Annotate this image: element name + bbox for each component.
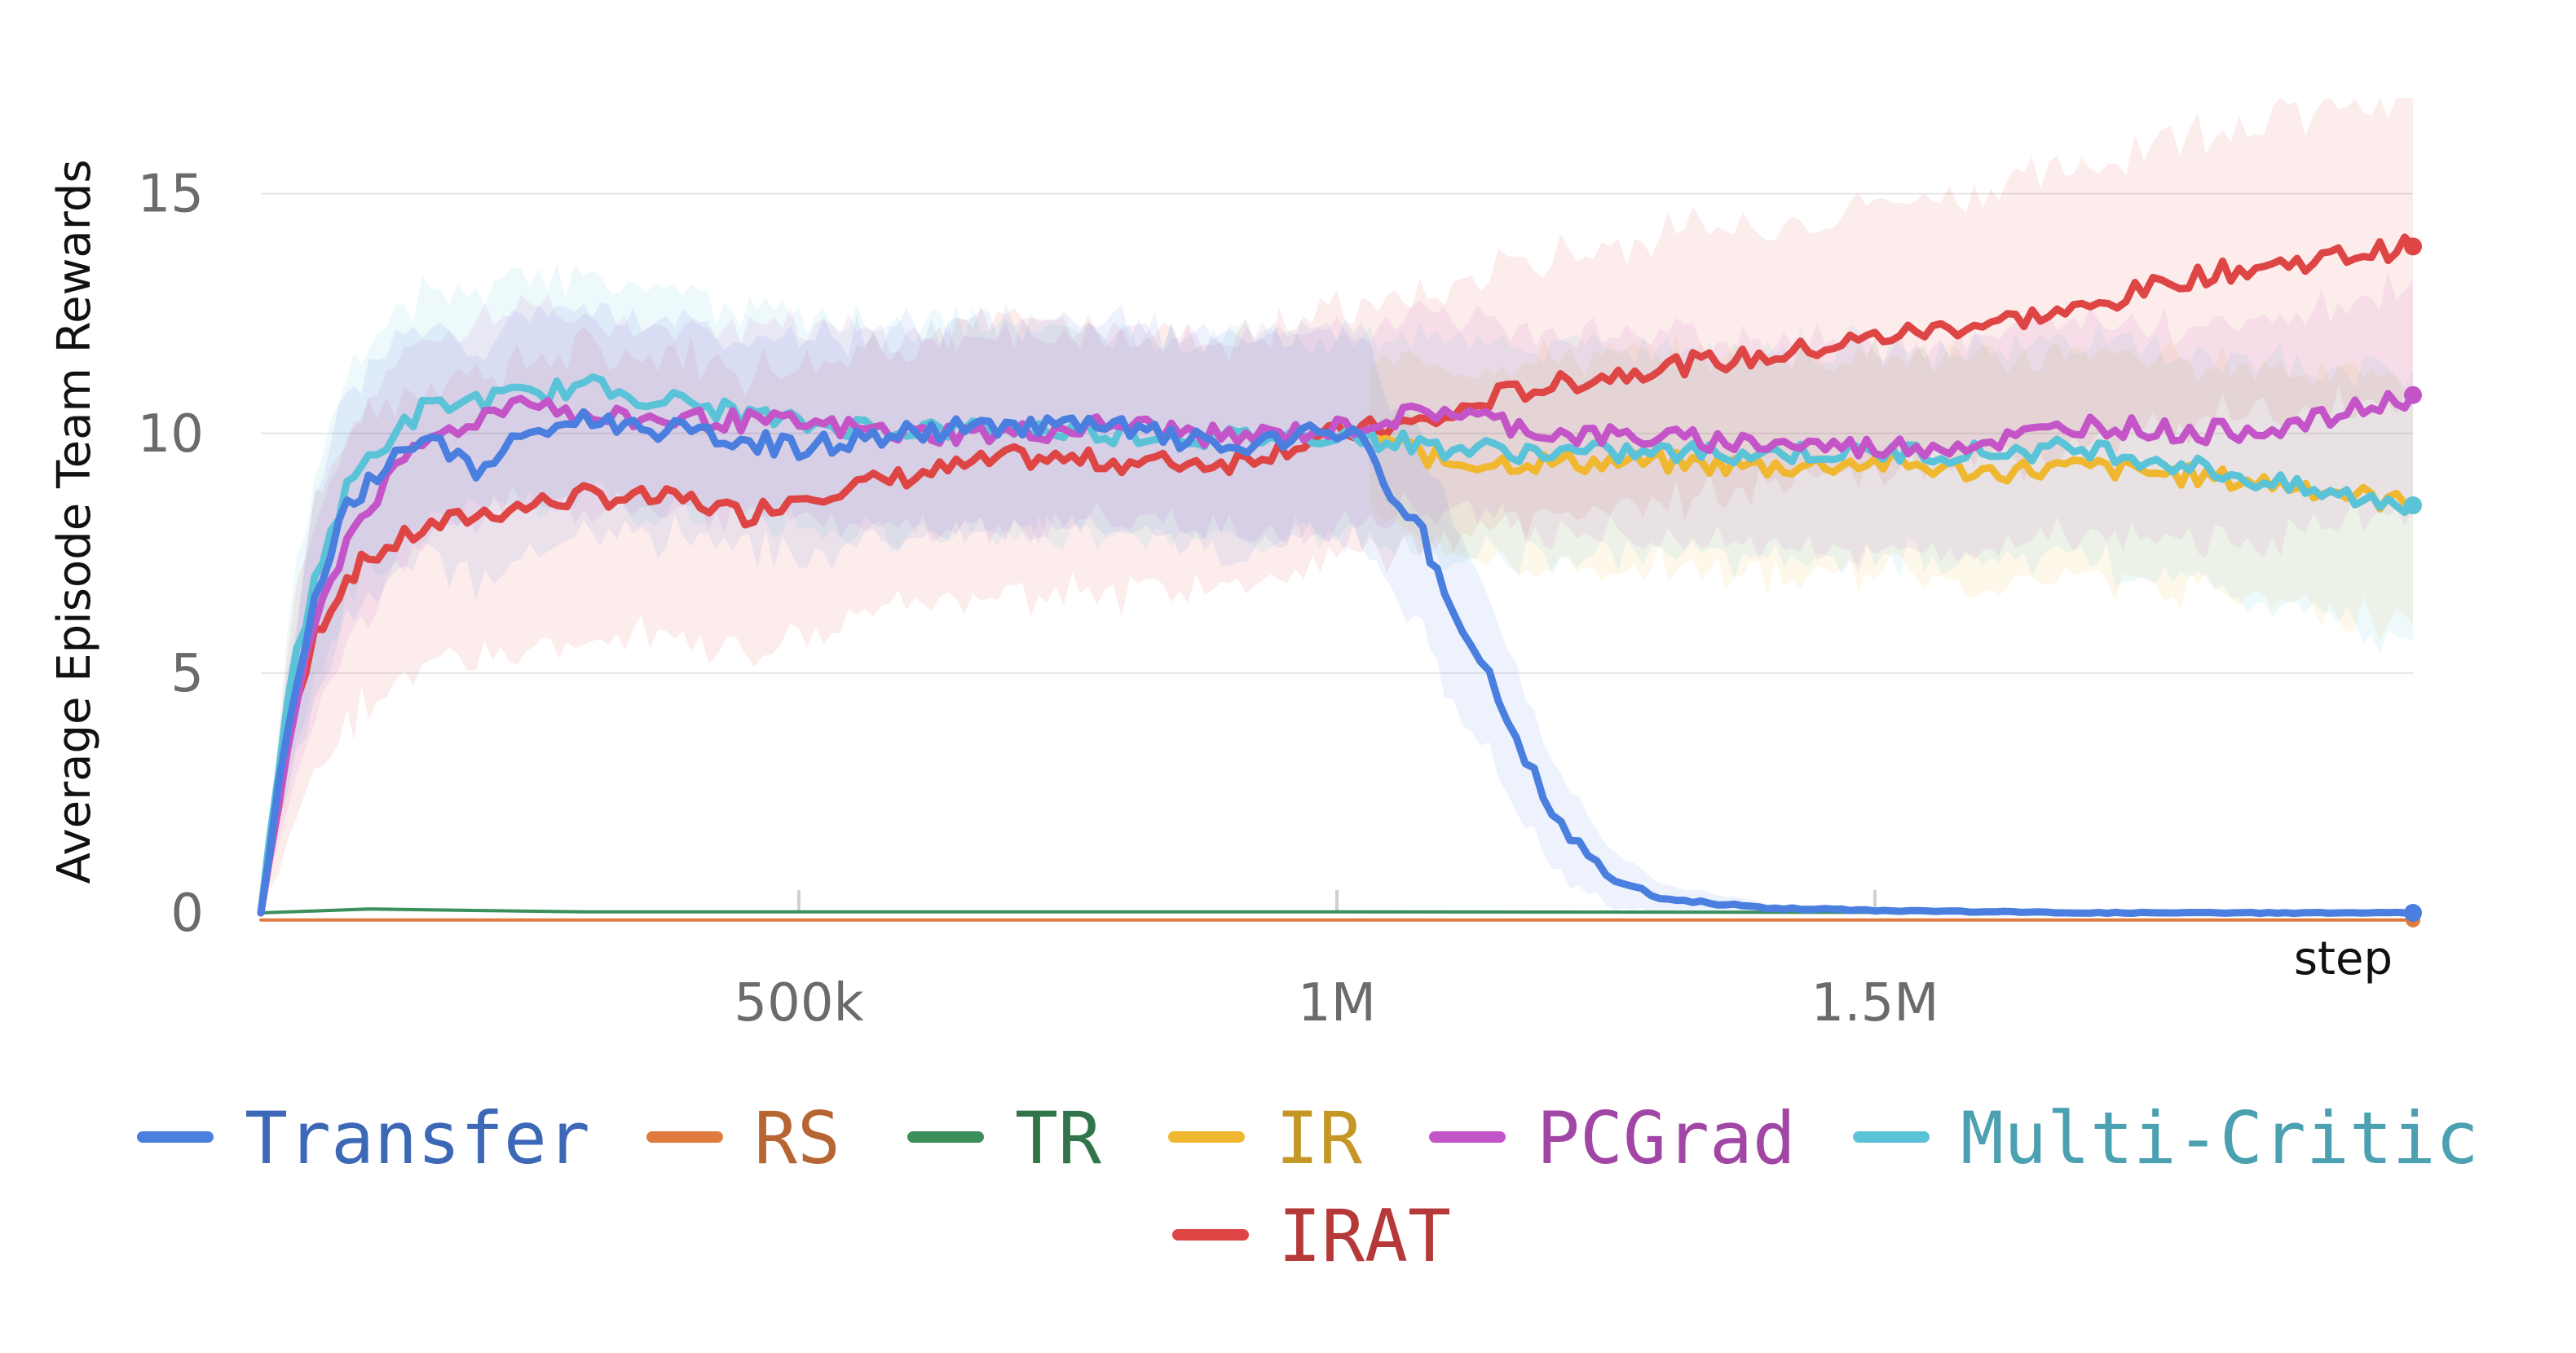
y-tick-label: 5 (170, 644, 204, 704)
series-end-point-transfer (2404, 904, 2422, 922)
legend-item-tr: TR (907, 1096, 1101, 1180)
legend: Transfer RS TR IR PCGrad Multi-Critic IRAT (137, 1096, 2479, 1278)
legend-label: IRAT (1278, 1194, 1451, 1278)
band-ir (1369, 333, 2413, 641)
series-line-tr (259, 907, 2415, 914)
band-pcgrad (261, 271, 2413, 914)
series-end-point-pcgrad (2404, 386, 2422, 404)
x-axis-title: step (2294, 932, 2393, 985)
x-tick-label: 500k (734, 973, 863, 1033)
y-axis-title: Average Episode Team Rewards (48, 159, 101, 884)
legend-item-multi-critic: Multi-Critic (1853, 1096, 2479, 1180)
x-axis-ticks: 500k 1M 1.5M (734, 973, 1939, 1033)
series-line-pcgrad (257, 390, 2417, 917)
y-tick-label: 10 (138, 404, 204, 465)
legend-label: TR (1015, 1096, 1101, 1180)
confidence-bands (261, 98, 2413, 914)
legend-label: PCGrad (1537, 1096, 1796, 1180)
legend-item-pcgrad: PCGrad (1429, 1096, 1796, 1180)
legend-label: Multi-Critic (1961, 1096, 2479, 1180)
series-lines (257, 233, 2422, 928)
series-end-point-multi-critic (2404, 496, 2422, 514)
y-tick-label: 15 (138, 165, 204, 225)
legend-item-ir: IR (1168, 1096, 1362, 1180)
legend-label: RS (754, 1096, 840, 1180)
x-tick-label: 1M (1298, 973, 1376, 1033)
legend-item-rs: RS (646, 1096, 840, 1180)
y-axis-ticks: 0 5 10 15 (138, 165, 204, 944)
series-end-point-irat (2404, 237, 2422, 256)
legend-label: IR (1276, 1096, 1362, 1180)
x-tick-label: 1.5M (1811, 973, 1939, 1033)
legend-item-irat: IRAT (1172, 1194, 1451, 1278)
legend-label: Transfer (245, 1096, 590, 1180)
band-irat (261, 98, 2413, 913)
legend-item-transfer: Transfer (137, 1096, 590, 1180)
y-tick-label: 0 (170, 884, 204, 944)
series-line-transfer (257, 408, 2417, 918)
